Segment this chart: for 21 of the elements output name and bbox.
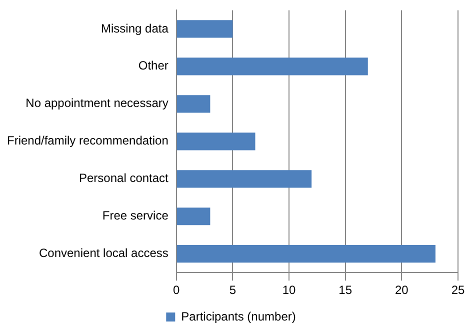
y-tick-label: Friend/family recommendation (6, 134, 168, 148)
x-tick-label: 0 (173, 283, 180, 298)
y-tick-label: Personal contact (79, 171, 170, 186)
y-tick-label: Convenient local access (38, 246, 168, 260)
x-tick-label: 5 (229, 283, 236, 298)
y-tick-label: Missing data (101, 21, 169, 36)
x-tick-label: 25 (451, 283, 465, 298)
y-tick-label: No appointment necessary (26, 96, 168, 110)
y-tick-label: Other (138, 58, 168, 73)
bar (176, 245, 436, 263)
y-tick-label: Free service (102, 208, 169, 223)
bar (176, 170, 312, 188)
bar (176, 58, 368, 76)
bar (176, 208, 210, 226)
bar (176, 20, 233, 38)
x-tick-label: 20 (395, 283, 409, 298)
bar (176, 95, 210, 113)
legend-label: Participants (number) (181, 309, 296, 324)
x-tick-label: 15 (338, 283, 352, 298)
x-tick-label: 10 (282, 283, 296, 298)
bar (176, 132, 256, 150)
